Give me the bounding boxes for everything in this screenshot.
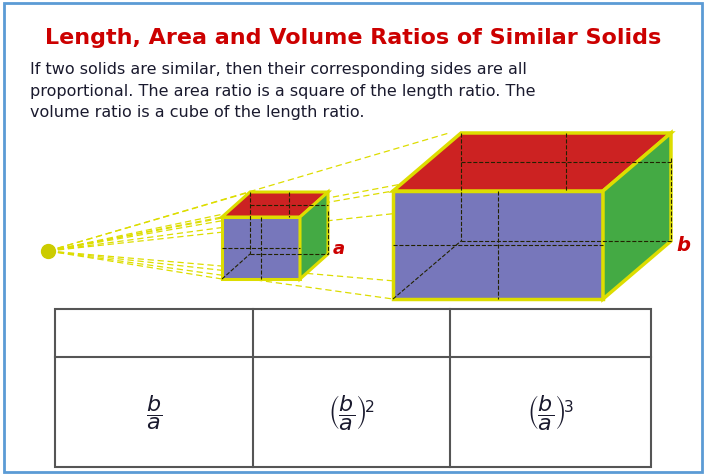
Bar: [55, 309, 651, 467]
Polygon shape: [393, 134, 671, 192]
Polygon shape: [393, 192, 603, 299]
Polygon shape: [300, 193, 328, 279]
Text: $\left(\dfrac{b}{a}\right)^{\!2}$: $\left(\dfrac{b}{a}\right)^{\!2}$: [328, 393, 375, 432]
Polygon shape: [222, 193, 328, 218]
Text: Volume Ratio: Volume Ratio: [496, 324, 605, 342]
Polygon shape: [222, 218, 300, 279]
Text: Length, Area and Volume Ratios of Similar Solids: Length, Area and Volume Ratios of Simila…: [45, 28, 661, 48]
Text: Length Ratio: Length Ratio: [102, 324, 207, 342]
Polygon shape: [603, 134, 671, 299]
Text: $\left(\dfrac{b}{a}\right)^{\!3}$: $\left(\dfrac{b}{a}\right)^{\!3}$: [527, 393, 574, 432]
Text: If two solids are similar, then their corresponding sides are all
proportional. : If two solids are similar, then their co…: [30, 62, 535, 120]
Text: Area Ratio: Area Ratio: [309, 324, 395, 342]
Text: b: b: [676, 236, 690, 255]
Text: a: a: [333, 239, 345, 258]
Text: $\dfrac{b}{a}$: $\dfrac{b}{a}$: [146, 393, 162, 432]
